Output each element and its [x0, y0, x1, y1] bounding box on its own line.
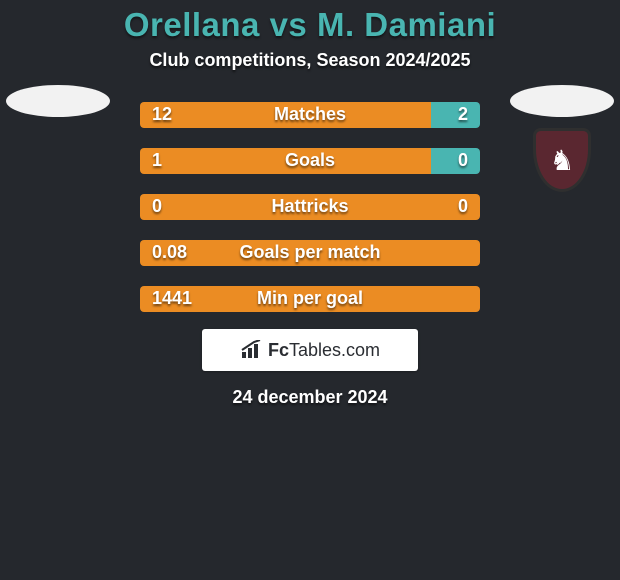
comparison-stage: ♞ Matches122 Goals10 Hattricks00 Goals per …: [0, 99, 620, 408]
stat-bar-bg: [140, 148, 480, 174]
stat-row: Goals10: [140, 145, 480, 177]
snapshot-date: 24 december 2024: [0, 387, 620, 408]
page-title: Orellana vs M. Damiani: [0, 0, 620, 44]
stat-bar-left: [140, 148, 431, 174]
player-right-slot: ♞: [510, 85, 614, 203]
stat-bar-left: [140, 194, 480, 220]
brand-text-strong: Fc: [268, 340, 289, 360]
stat-bars: Matches122 Goals10 Hattricks00 Goals per ma…: [140, 99, 480, 315]
stat-bar-right: [431, 148, 480, 174]
stat-bar-bg: [140, 102, 480, 128]
stat-row: Matches122: [140, 99, 480, 131]
player-left-photo-placeholder-2: [6, 117, 110, 149]
player-left-slot: [6, 85, 110, 149]
horse-icon: ♞: [549, 144, 574, 177]
player-right-photo-placeholder: [510, 85, 614, 117]
player-left-photo-placeholder-1: [6, 85, 110, 117]
page-subtitle: Club competitions, Season 2024/2025: [0, 50, 620, 71]
stat-row: Hattricks00: [140, 191, 480, 223]
stat-bar-left: [140, 240, 480, 266]
stat-bar-bg: [140, 240, 480, 266]
stat-bar-left: [140, 286, 480, 312]
stat-row: Goals per match0.08: [140, 237, 480, 269]
bar-chart-icon: [240, 340, 264, 360]
stat-bar-left: [140, 102, 431, 128]
stat-bar-bg: [140, 286, 480, 312]
stat-row: Min per goal1441: [140, 283, 480, 315]
brand-text-light: Tables.com: [289, 340, 380, 360]
player-right-club-badge: ♞: [519, 117, 605, 203]
stat-bar-bg: [140, 194, 480, 220]
stat-bar-right: [431, 102, 480, 128]
brand-footer[interactable]: FcTables.com: [202, 329, 418, 371]
club-shield-icon: ♞: [533, 128, 591, 192]
